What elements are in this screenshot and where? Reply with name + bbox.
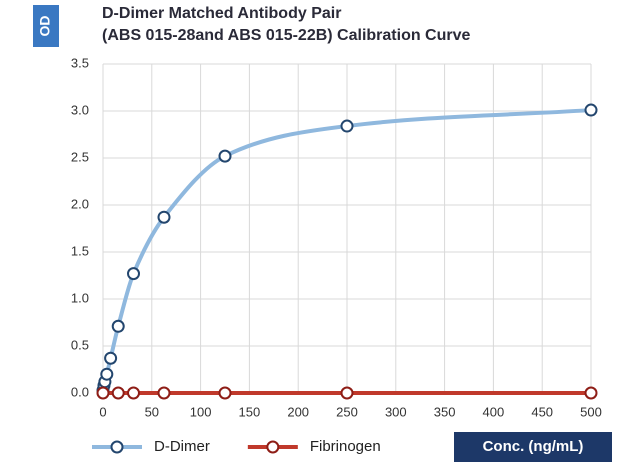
legend-marker <box>110 440 124 454</box>
data-point <box>218 386 232 400</box>
data-point <box>340 386 354 400</box>
data-point <box>127 267 140 281</box>
y-tick-label: 3.5 <box>71 55 89 70</box>
y-label-box <box>33 5 59 47</box>
x-tick-label: 400 <box>483 404 505 419</box>
data-point <box>127 386 140 400</box>
chart-subtitle: (ABS 015-28and ABS 015-22B) Calibration … <box>102 27 471 44</box>
data-point <box>584 386 598 400</box>
legend-label: Fibrinogen <box>310 438 381 455</box>
x-tick-label: 0 <box>99 404 106 419</box>
chart-title: D-Dimer Matched Antibody Pair <box>102 5 341 22</box>
x-tick-label: 300 <box>385 404 407 419</box>
legend-label: D-Dimer <box>154 438 210 455</box>
x-axis-label: Conc. (ng/mL) <box>483 438 584 455</box>
data-point <box>104 351 118 365</box>
x-tick-label: 450 <box>531 404 553 419</box>
y-tick-label: 2.5 <box>71 149 89 164</box>
data-point <box>584 103 598 117</box>
legend-marker <box>266 440 280 454</box>
data-point <box>218 149 232 163</box>
y-tick-label: 1.5 <box>71 243 89 258</box>
x-tick-label: 500 <box>580 404 602 419</box>
data-point <box>157 210 171 224</box>
y-tick-label: 0.5 <box>71 337 89 352</box>
data-point <box>340 119 354 133</box>
y-tick-label: 0.0 <box>71 384 89 399</box>
x-tick-label: 200 <box>287 404 309 419</box>
x-tick-label: 150 <box>239 404 261 419</box>
y-axis-label: OD <box>37 16 53 37</box>
data-point <box>100 367 114 381</box>
x-tick-label: 100 <box>190 404 212 419</box>
data-point <box>157 386 171 400</box>
y-tick-label: 3.0 <box>71 102 89 117</box>
x-tick-label: 50 <box>145 404 159 419</box>
data-point <box>96 386 110 400</box>
data-point <box>111 319 125 333</box>
x-tick-label: 350 <box>434 404 456 419</box>
x-tick-label: 250 <box>336 404 358 419</box>
data-point <box>111 386 125 400</box>
y-tick-label: 2.0 <box>71 196 89 211</box>
x-label-box <box>454 432 612 462</box>
y-tick-label: 1.0 <box>71 290 89 305</box>
